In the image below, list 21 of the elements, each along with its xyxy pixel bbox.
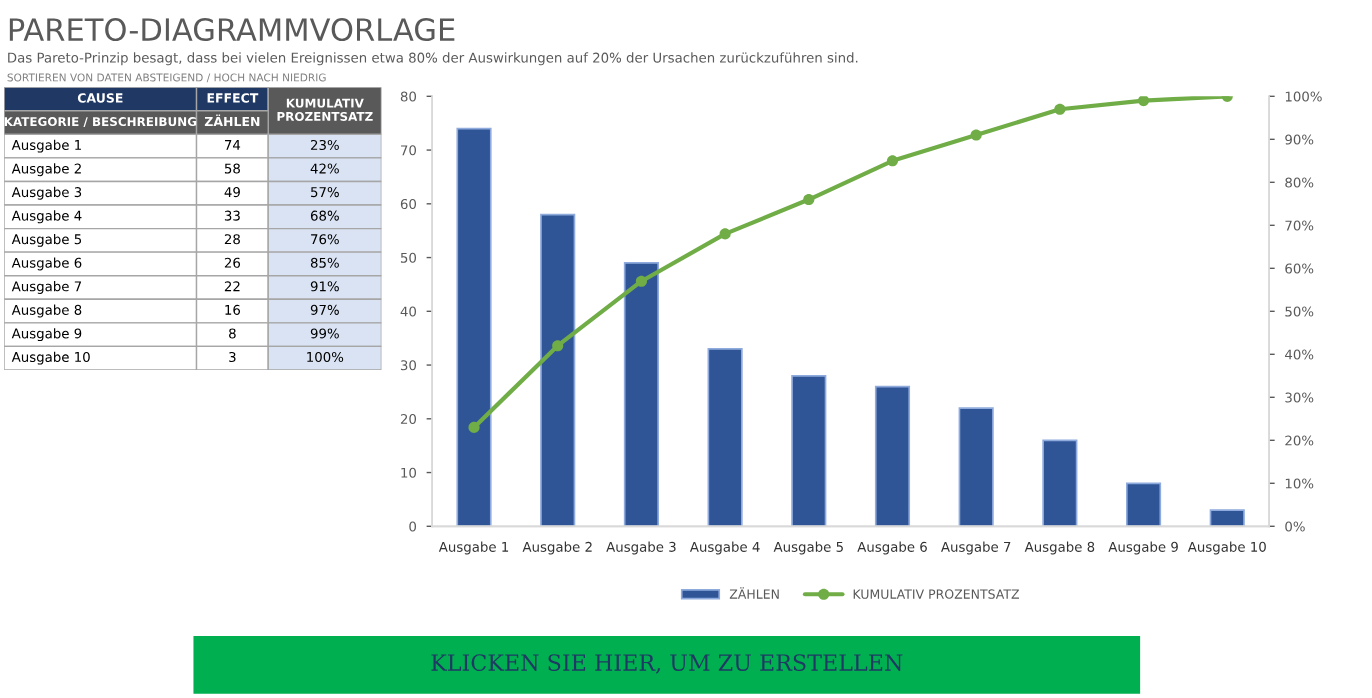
- bar: [958, 407, 994, 527]
- point: [719, 228, 731, 240]
- bar: [874, 385, 911, 527]
- point: [1054, 103, 1066, 115]
- bar: [456, 127, 492, 527]
- point: [803, 193, 815, 206]
- point: [635, 275, 647, 287]
- point: [886, 155, 899, 167]
- bar: [540, 213, 576, 527]
- text: KLICKEN SIE HIER, UM ZU ERSTELLEN: [431, 654, 903, 674]
- text: PARETO-DIAGRAMMVORLAGE: [9, 17, 455, 42]
- point: [552, 340, 564, 352]
- bar: [623, 262, 659, 527]
- bar: [1209, 509, 1245, 527]
- bar: [707, 348, 743, 527]
- point: [1138, 96, 1150, 107]
- bar: [1125, 482, 1162, 527]
- point: [970, 129, 982, 141]
- bar: [791, 374, 827, 527]
- point: [468, 421, 480, 433]
- bar: [1042, 439, 1078, 527]
